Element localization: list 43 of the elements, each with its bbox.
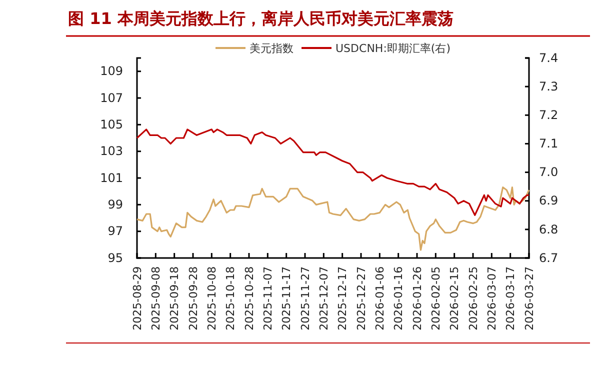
legend-label: 美元指数 [250, 42, 294, 55]
line-series [136, 186, 530, 251]
x-tick-label: 2025-12-17 [336, 266, 350, 330]
y-tick-label: 95 [108, 250, 123, 265]
y2-tick-label: 7.3 [539, 79, 558, 94]
x-tick-label: 2025-09-18 [168, 266, 182, 330]
x-tick-label: 2025-12-27 [354, 266, 368, 330]
y-tick-label: 109 [100, 64, 123, 78]
x-tick-label: 2025-11-17 [280, 266, 294, 330]
y-tick-label: 107 [100, 90, 123, 105]
y2-tick-label: 6.7 [539, 250, 558, 265]
x-tick-label: 2025-11-07 [262, 266, 275, 330]
y2-tick-label: 6.8 [539, 222, 558, 236]
x-tick-label: 2025-12-07 [318, 266, 331, 330]
x-tick-label: 2025-10-08 [206, 266, 219, 330]
line-series [136, 128, 530, 216]
x-tick-label: 2026-02-05 [430, 266, 443, 330]
y2-tick-label: 7.0 [539, 165, 558, 180]
x-tick-label: 2025-10-28 [242, 266, 256, 330]
x-tick-label: 2026-03-07 [486, 266, 499, 330]
x-tick-label: 2025-09-28 [186, 266, 200, 330]
y2-tick-label: 7.1 [539, 136, 558, 151]
x-tick-label: 2025-09-08 [150, 266, 163, 330]
chart-title: 图 11 本周美元指数上行，离岸人民币对美元汇率震荡 [68, 9, 454, 28]
x-tick-label: 2026-02-15 [448, 266, 462, 330]
x-tick-label: 2026-03-17 [504, 266, 518, 330]
y-tick-label: 101 [100, 170, 123, 185]
y-tick-label: 105 [100, 118, 123, 132]
y-tick-label: 99 [108, 198, 123, 212]
legend-label: USDCNH:即期汇率(右) [336, 42, 450, 55]
x-tick-label: 2026-01-16 [392, 266, 406, 330]
x-tick-label: 2026-03-27 [522, 266, 536, 330]
y-tick-label: 103 [100, 144, 123, 158]
x-tick-label: 2025-11-27 [298, 266, 312, 330]
y2-tick-label: 7.4 [539, 50, 558, 65]
x-tick-label: 2026-02-25 [466, 266, 480, 330]
y2-tick-label: 6.9 [539, 194, 558, 208]
x-tick-label: 2026-01-26 [410, 266, 424, 330]
x-tick-label: 2025-10-18 [224, 266, 238, 330]
y2-tick-label: 7.2 [539, 108, 558, 122]
y-tick-label: 97 [108, 224, 123, 238]
x-tick-label: 2026-01-06 [374, 266, 387, 330]
x-tick-label: 2025-08-29 [130, 266, 144, 330]
